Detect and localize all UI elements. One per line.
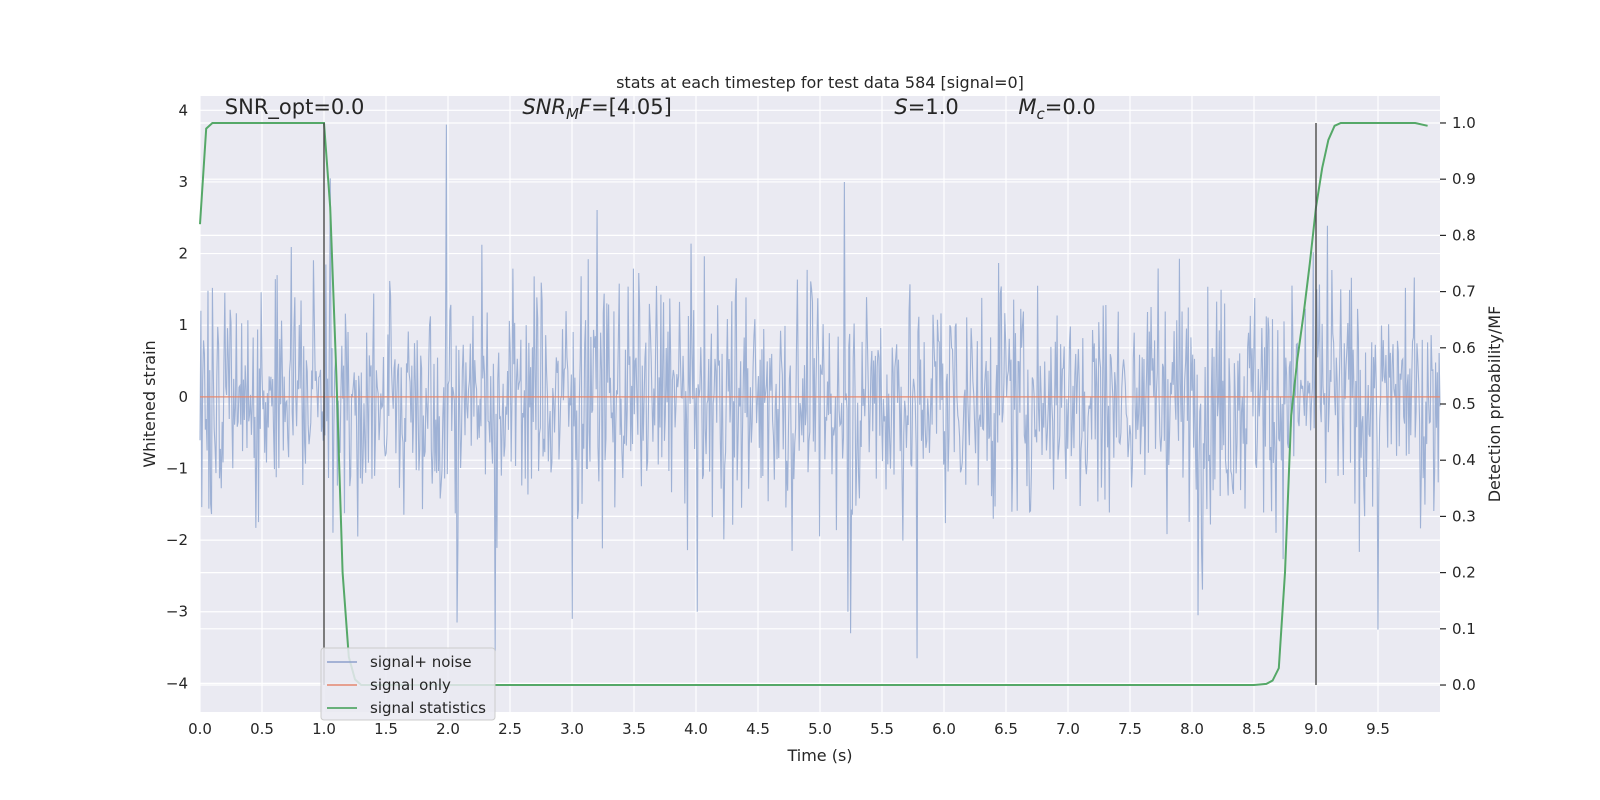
y2-axis-ticks: 1.0 0.9 0.8 0.7 0.6 0.5 0.4 0.3 0.2 0.1 0.0 bbox=[1440, 114, 1476, 694]
y-tick-label: 4 bbox=[178, 101, 188, 119]
x-tick-label: 0.5 bbox=[250, 720, 274, 738]
y2-tick-label: 1.0 bbox=[1452, 114, 1476, 132]
y-axis-ticks: 4 3 2 1 0 −1 −2 −3 −4 bbox=[166, 101, 188, 692]
vertical-markers bbox=[323, 122, 1317, 686]
x-tick-label: 9.5 bbox=[1366, 720, 1390, 738]
y2-tick-label: 0.1 bbox=[1452, 620, 1476, 638]
x-tick-label: 7.0 bbox=[1056, 720, 1080, 738]
y-axis-label: Whitened strain bbox=[140, 340, 159, 467]
annotation-s-value: S=1.0 bbox=[894, 95, 958, 119]
legend-label-signal-statistics: signal statistics bbox=[370, 699, 486, 717]
y-tick-label: 3 bbox=[178, 173, 188, 191]
y2-tick-label: 0.6 bbox=[1452, 339, 1476, 357]
y-tick-label: 2 bbox=[178, 245, 188, 263]
series-layer bbox=[199, 121, 1440, 687]
x-tick-label: 9.0 bbox=[1304, 720, 1328, 738]
y2-tick-label: 0.2 bbox=[1452, 564, 1476, 582]
y-tick-label: −3 bbox=[166, 603, 188, 621]
legend-label-signal-noise: signal+ noise bbox=[370, 653, 472, 671]
y2-tick-label: 0.8 bbox=[1452, 226, 1476, 244]
x-tick-label: 1.0 bbox=[312, 720, 336, 738]
x-tick-label: 2.5 bbox=[498, 720, 522, 738]
x-tick-label: 3.5 bbox=[622, 720, 646, 738]
y2-tick-label: 0.9 bbox=[1452, 170, 1476, 188]
chart-title: stats at each timestep for test data 584… bbox=[616, 73, 1024, 92]
y-tick-label: −4 bbox=[166, 674, 188, 692]
y2-tick-label: 0.0 bbox=[1452, 676, 1476, 694]
x-tick-label: 4.0 bbox=[684, 720, 708, 738]
x-tick-label: 5.0 bbox=[808, 720, 832, 738]
x-tick-label: 6.0 bbox=[932, 720, 956, 738]
x-tick-label: 8.5 bbox=[1242, 720, 1266, 738]
y2-tick-label: 0.5 bbox=[1452, 395, 1476, 413]
x-tick-label: 8.0 bbox=[1180, 720, 1204, 738]
y-tick-label: 0 bbox=[178, 388, 188, 406]
noise-series bbox=[199, 124, 1441, 659]
y-tick-label: −2 bbox=[166, 531, 188, 549]
x-axis-ticks: 0.0 0.5 1.0 1.5 2.0 2.5 3.0 3.5 4.0 4.5 5.0 5.5 6.0 6… bbox=[188, 720, 1390, 738]
y2-tick-label: 0.3 bbox=[1452, 507, 1476, 525]
legend-box bbox=[320, 647, 496, 721]
annotation-mc-value: Mc=0.0 bbox=[1018, 95, 1095, 123]
series-line-signal-statistics bbox=[199, 121, 1428, 687]
x-tick-label: 1.5 bbox=[374, 720, 398, 738]
x-tick-label: 3.0 bbox=[560, 720, 584, 738]
annotation-snr-mf: SNRMF=[4.05] bbox=[522, 95, 671, 123]
series-line-signal-noise bbox=[199, 124, 1441, 659]
legend-label-signal-only: signal only bbox=[370, 676, 451, 694]
x-tick-label: 7.5 bbox=[1118, 720, 1142, 738]
y2-tick-label: 0.4 bbox=[1452, 451, 1476, 469]
annotations: SNR_opt=0.0 SNRMF=[4.05] S=1.0 Mc=0.0 bbox=[225, 95, 1096, 123]
x-tick-label: 2.0 bbox=[436, 720, 460, 738]
x-tick-label: 0.0 bbox=[188, 720, 212, 738]
x-tick-label: 6.5 bbox=[994, 720, 1018, 738]
y2-tick-label: 0.7 bbox=[1452, 283, 1476, 301]
annotation-snr-opt: SNR_opt=0.0 bbox=[225, 95, 365, 120]
y-tick-label: −1 bbox=[166, 459, 188, 477]
x-axis-label: Time (s) bbox=[786, 746, 852, 765]
x-tick-label: 5.5 bbox=[870, 720, 894, 738]
legend: signal+ noise signal only signal statist… bbox=[320, 647, 496, 721]
x-tick-label: 4.5 bbox=[746, 720, 770, 738]
y-tick-label: 1 bbox=[178, 316, 188, 334]
y2-axis-label: Detection probability/MF bbox=[1485, 306, 1504, 503]
